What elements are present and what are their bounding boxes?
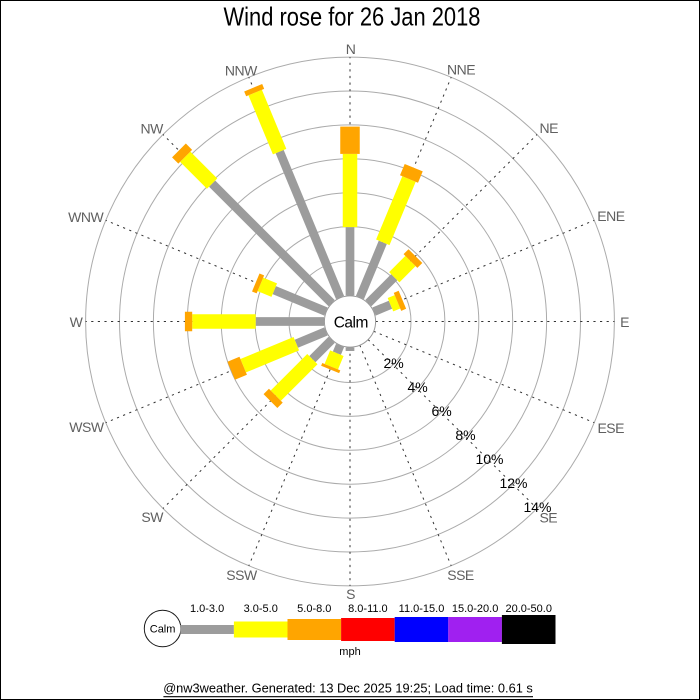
svg-text:S: S — [346, 586, 355, 602]
svg-text:8%: 8% — [455, 427, 475, 443]
svg-text:E: E — [620, 314, 629, 330]
svg-text:ENE: ENE — [597, 208, 624, 224]
svg-text:WSW: WSW — [69, 419, 105, 435]
svg-text:SW: SW — [141, 509, 164, 525]
svg-text:NW: NW — [141, 120, 165, 136]
svg-text:mph: mph — [339, 646, 360, 658]
svg-text:ESE: ESE — [597, 420, 624, 436]
svg-text:Wind rose for 26 Jan 2018: Wind rose for 26 Jan 2018 — [224, 2, 481, 32]
svg-text:NNW: NNW — [225, 63, 258, 79]
svg-text:10%: 10% — [475, 451, 503, 467]
svg-text:WNW: WNW — [68, 209, 104, 225]
svg-text:SSE: SSE — [447, 567, 474, 583]
svg-text:12%: 12% — [499, 475, 527, 491]
svg-text:Calm: Calm — [150, 623, 176, 635]
svg-text:N: N — [346, 41, 356, 57]
svg-text:2%: 2% — [383, 355, 403, 371]
svg-text:14%: 14% — [523, 499, 551, 515]
svg-text:@nw3weather. Generated: 13 Dec: @nw3weather. Generated: 13 Dec 2025 19:2… — [163, 681, 533, 696]
svg-text:NNE: NNE — [447, 62, 475, 78]
svg-text:SE: SE — [539, 509, 557, 525]
svg-text:SSW: SSW — [226, 567, 258, 583]
svg-text:20.0-50.0: 20.0-50.0 — [505, 603, 551, 615]
svg-text:15.0-20.0: 15.0-20.0 — [452, 603, 498, 615]
svg-text:4%: 4% — [407, 379, 427, 395]
svg-text:1.0-3.0: 1.0-3.0 — [190, 603, 224, 615]
svg-text:3.0-5.0: 3.0-5.0 — [244, 603, 278, 615]
svg-text:8.0-11.0: 8.0-11.0 — [348, 603, 388, 615]
svg-text:Calm: Calm — [334, 314, 368, 331]
svg-text:W: W — [70, 314, 84, 330]
svg-text:11.0-15.0: 11.0-15.0 — [399, 603, 445, 615]
svg-text:5.0-8.0: 5.0-8.0 — [297, 603, 331, 615]
svg-text:6%: 6% — [431, 403, 451, 419]
svg-text:NE: NE — [539, 120, 558, 136]
